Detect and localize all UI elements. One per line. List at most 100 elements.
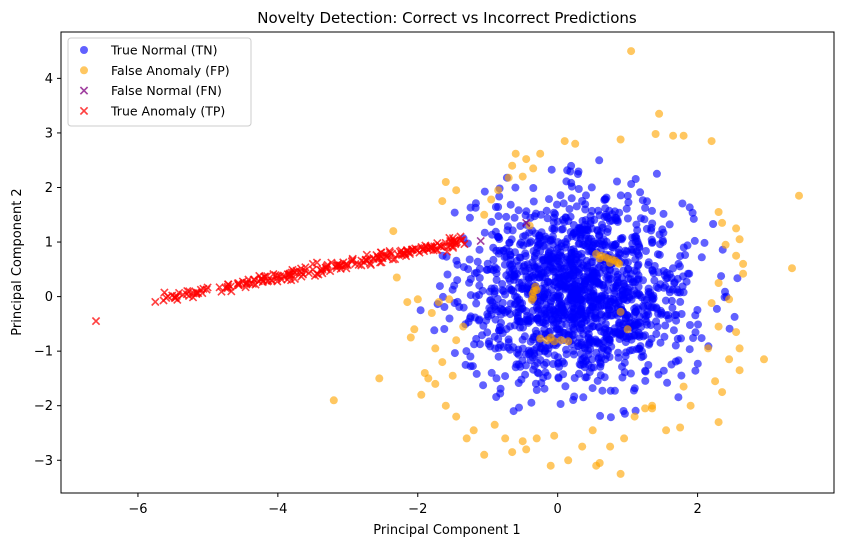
data-point	[494, 249, 503, 258]
data-point	[438, 358, 447, 367]
data-point	[583, 225, 592, 234]
data-point	[410, 325, 419, 334]
data-point	[585, 368, 594, 376]
legend-marker	[80, 46, 88, 54]
data-point	[571, 139, 580, 148]
series-0	[416, 156, 742, 422]
data-point	[645, 339, 654, 347]
data-point	[502, 212, 511, 221]
data-point	[556, 191, 565, 200]
x-axis: −6 −4 −2 0 2	[128, 493, 702, 517]
data-point	[674, 356, 683, 365]
data-point	[517, 238, 525, 247]
data-point	[518, 437, 527, 446]
data-point	[697, 253, 706, 262]
data-point	[555, 362, 563, 371]
x-tick-label: 2	[693, 502, 701, 517]
data-point	[554, 353, 562, 362]
data-point	[438, 197, 447, 206]
data-point-x	[233, 279, 243, 288]
data-point	[486, 296, 495, 305]
data-point	[656, 240, 664, 249]
data-point	[677, 310, 686, 318]
data-point	[485, 337, 494, 346]
data-point	[567, 194, 576, 203]
data-point	[605, 303, 613, 312]
data-point-x	[348, 254, 357, 263]
data-point	[329, 396, 338, 405]
legend-item: True Anomaly (TP)	[79, 103, 225, 118]
data-point	[624, 258, 632, 267]
data-point	[592, 292, 601, 301]
data-point	[441, 178, 450, 186]
data-point	[490, 420, 499, 429]
data-point	[450, 349, 459, 358]
data-point	[491, 301, 500, 310]
y-tick-label: 1	[45, 236, 53, 251]
data-point	[570, 247, 579, 256]
data-point	[631, 175, 640, 183]
data-point	[494, 203, 503, 211]
data-point	[644, 258, 653, 267]
data-point	[480, 228, 489, 237]
data-point	[472, 299, 481, 308]
data-point	[532, 386, 541, 394]
data-point	[443, 270, 452, 279]
legend-label: True Normal (TN)	[110, 43, 217, 58]
data-point	[648, 238, 657, 246]
data-point	[606, 442, 615, 451]
data-point	[575, 239, 584, 248]
data-point	[661, 296, 670, 305]
data-point	[445, 314, 454, 323]
data-point	[527, 295, 536, 304]
data-point	[578, 354, 587, 363]
data-point	[679, 382, 688, 391]
data-point	[697, 334, 706, 343]
data-point	[623, 214, 632, 223]
data-point	[445, 295, 454, 304]
data-point	[556, 400, 565, 408]
data-point	[450, 208, 459, 217]
data-point	[643, 320, 651, 329]
data-point	[431, 344, 440, 353]
data-point	[543, 336, 552, 345]
data-point	[523, 317, 532, 326]
data-point-x	[332, 261, 341, 271]
legend-box	[67, 37, 252, 127]
data-point	[652, 330, 661, 338]
data-point	[531, 229, 540, 238]
legend-item: True Normal (TN)	[80, 43, 217, 58]
x-axis-label: Principal Component 1	[373, 523, 520, 538]
data-point	[567, 178, 576, 187]
data-point	[501, 434, 510, 443]
data-point	[529, 184, 538, 192]
data-point	[602, 273, 611, 282]
legend-label: False Anomaly (FP)	[111, 63, 230, 78]
data-point	[619, 266, 628, 275]
data-point	[563, 166, 572, 175]
chart-title: Novelty Detection: Correct vs Incorrect …	[257, 9, 637, 27]
data-point	[506, 299, 515, 308]
data-point	[662, 426, 671, 435]
data-point	[651, 130, 660, 138]
data-point	[571, 313, 579, 322]
data-point	[577, 249, 586, 258]
data-point	[452, 336, 461, 345]
data-point	[674, 393, 683, 402]
data-point	[655, 250, 664, 259]
data-point	[659, 209, 668, 218]
data-point-x	[290, 274, 300, 284]
data-point	[660, 332, 669, 341]
data-point	[500, 260, 509, 269]
data-point	[556, 248, 565, 257]
data-point	[641, 366, 650, 375]
data-point	[595, 211, 604, 220]
data-point	[514, 379, 523, 387]
data-point	[564, 456, 573, 465]
data-point	[522, 445, 531, 454]
data-point	[639, 276, 647, 285]
data-point	[536, 210, 545, 219]
data-point	[561, 382, 570, 391]
data-point	[667, 296, 676, 305]
data-point	[466, 352, 475, 361]
